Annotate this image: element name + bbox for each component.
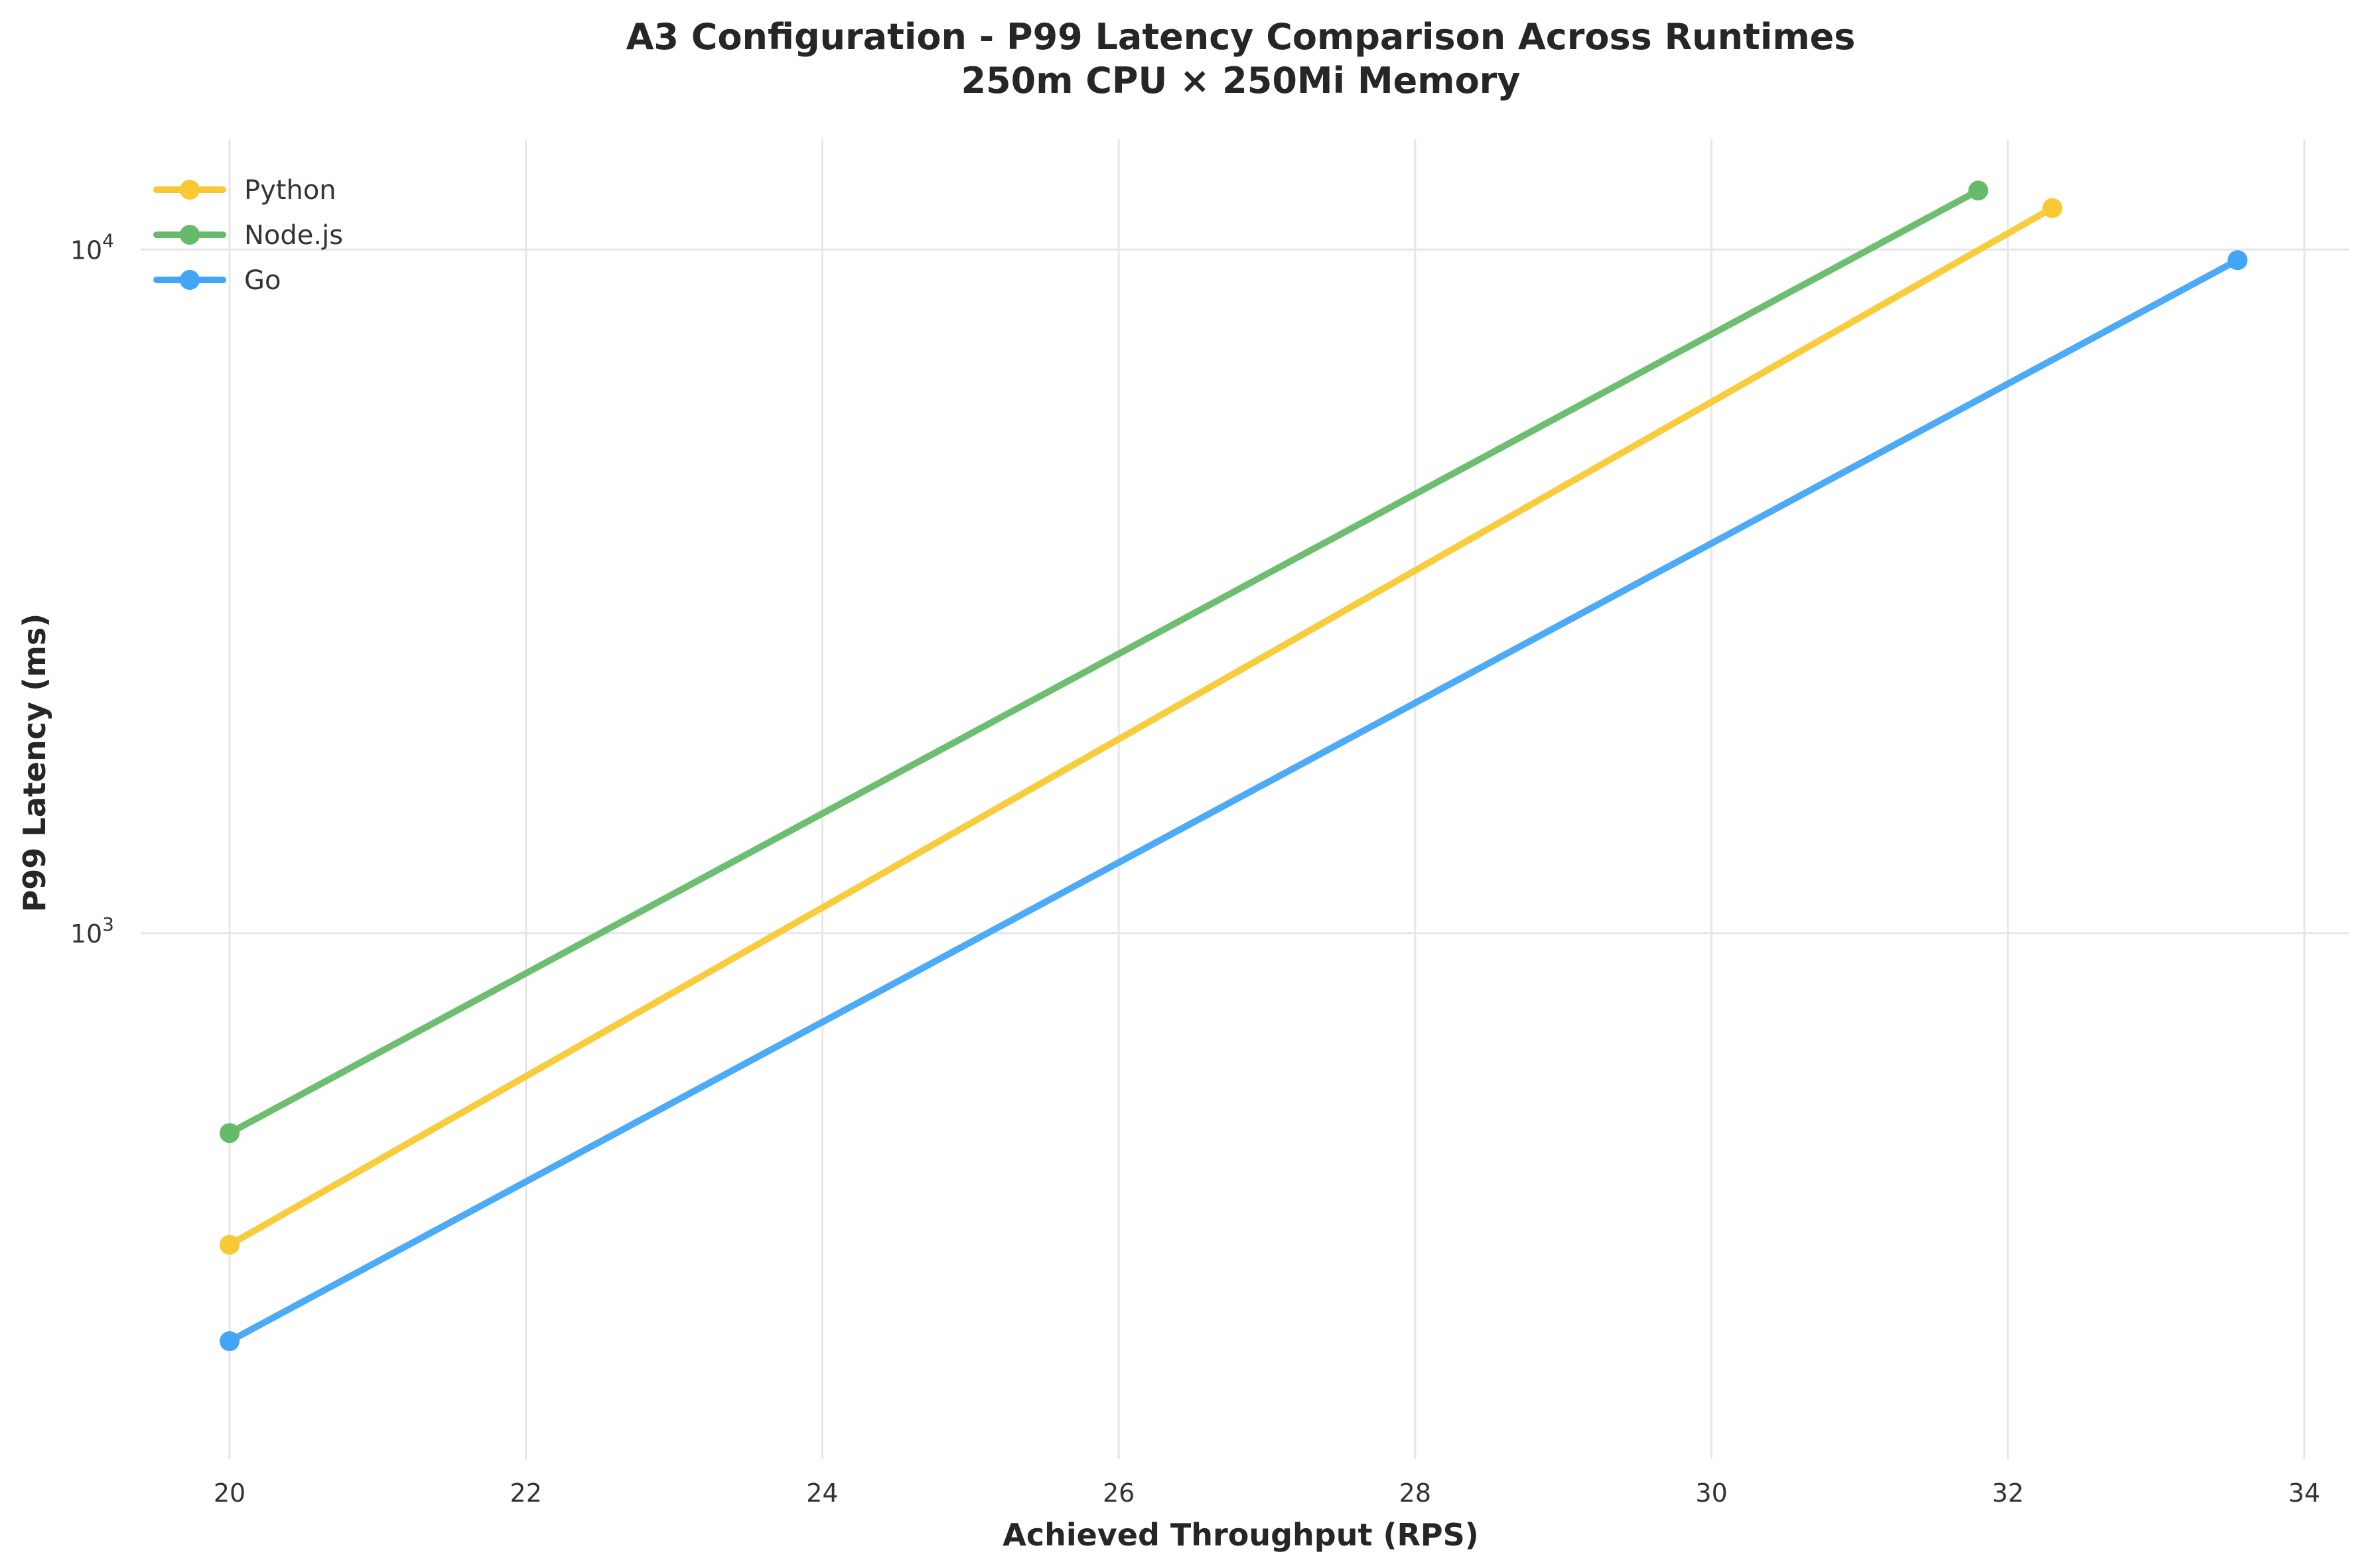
legend-swatch-marker (180, 180, 200, 200)
y-tick-label: 104 (70, 229, 114, 265)
x-tick-label: 34 (2288, 1478, 2320, 1508)
x-tick-label: 26 (1103, 1478, 1135, 1508)
series-node-js (220, 180, 1988, 1143)
series-python (220, 198, 2063, 1255)
data-point (220, 1123, 240, 1143)
chart-title: A3 Configuration - P99 Latency Compariso… (626, 16, 1856, 58)
x-axis-ticks: 20 22 24 26 28 30 32 34 (214, 1478, 2320, 1508)
data-point (1968, 180, 1988, 201)
x-tick-label: 24 (806, 1478, 838, 1508)
x-tick-label: 30 (1695, 1478, 1727, 1508)
y-axis-label: P99 Latency (ms) (17, 614, 52, 913)
series-line (226, 187, 1982, 1137)
x-axis-label: Achieved Throughput (RPS) (1003, 1517, 1479, 1553)
grid-lines (141, 139, 2349, 1459)
series-go (220, 250, 2248, 1352)
x-tick-label: 20 (214, 1478, 245, 1508)
chart-subtitle: 250m CPU × 250Mi Memory (961, 60, 1520, 101)
legend-swatch-marker (180, 270, 200, 290)
data-point (220, 1234, 240, 1255)
data-point (2227, 250, 2248, 271)
x-tick-label: 28 (1399, 1478, 1431, 1508)
data-point (2042, 198, 2063, 218)
y-tick-base: 10 (70, 235, 102, 265)
series-line (226, 204, 2056, 1248)
legend-item: Go (153, 265, 281, 296)
legend-item: Python (153, 175, 336, 206)
y-tick-exponent: 3 (102, 913, 114, 935)
x-tick-label: 22 (510, 1478, 542, 1508)
legend-label: Go (244, 265, 281, 296)
legend-label: Node.js (244, 220, 343, 251)
chart-title-group: A3 Configuration - P99 Latency Compariso… (626, 16, 1856, 101)
series-lines (220, 180, 2248, 1352)
legend-label: Python (244, 175, 336, 206)
legend-swatch-marker (180, 225, 200, 245)
legend-item: Node.js (153, 220, 343, 251)
x-tick-label: 32 (1992, 1478, 2024, 1508)
data-point (220, 1331, 240, 1352)
y-tick-base: 10 (70, 919, 102, 948)
y-tick-exponent: 4 (102, 229, 114, 251)
y-tick-label: 103 (70, 913, 114, 948)
series-line (226, 257, 2241, 1345)
legend: Python Node.js Go (153, 175, 343, 296)
